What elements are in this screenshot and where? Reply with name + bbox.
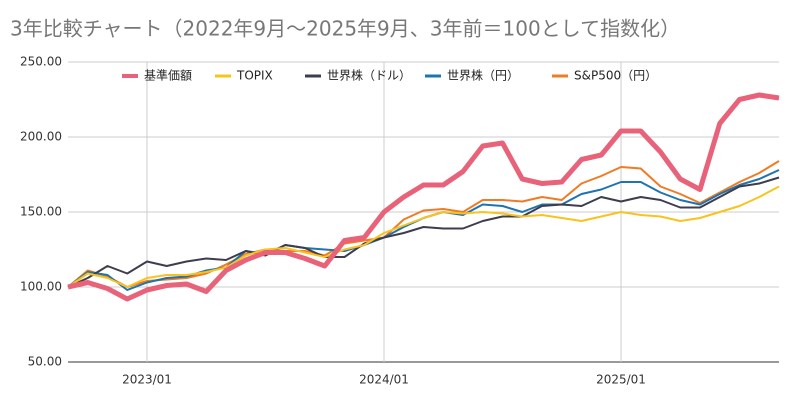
legend-label: S&P500（円）	[574, 69, 657, 83]
x-tick-label: 2024/01	[359, 373, 409, 387]
series-line	[67, 160, 780, 288]
chart-title: 3年比較チャート（2022年9月〜2025年9月、3年前＝100として指数化）	[10, 17, 680, 41]
y-tick-label: 50.00	[28, 355, 62, 369]
x-tick-label: 2025/01	[596, 373, 646, 387]
y-tick-label: 150.00	[20, 205, 62, 219]
y-tick-label: 200.00	[20, 130, 62, 144]
x-tick-label: 2023/01	[122, 373, 172, 387]
legend-label: 世界株（円）	[447, 68, 519, 83]
series-line	[67, 185, 780, 288]
y-tick-label: 250.00	[20, 55, 62, 69]
legend-label: 世界株（ドル）	[327, 68, 411, 83]
legend-label: 基準価額	[144, 68, 192, 83]
series-line	[67, 92, 780, 302]
series-line	[67, 169, 780, 291]
legend-label: TOPIX	[236, 69, 273, 83]
series-line	[67, 176, 780, 288]
y-tick-label: 100.00	[20, 280, 62, 294]
